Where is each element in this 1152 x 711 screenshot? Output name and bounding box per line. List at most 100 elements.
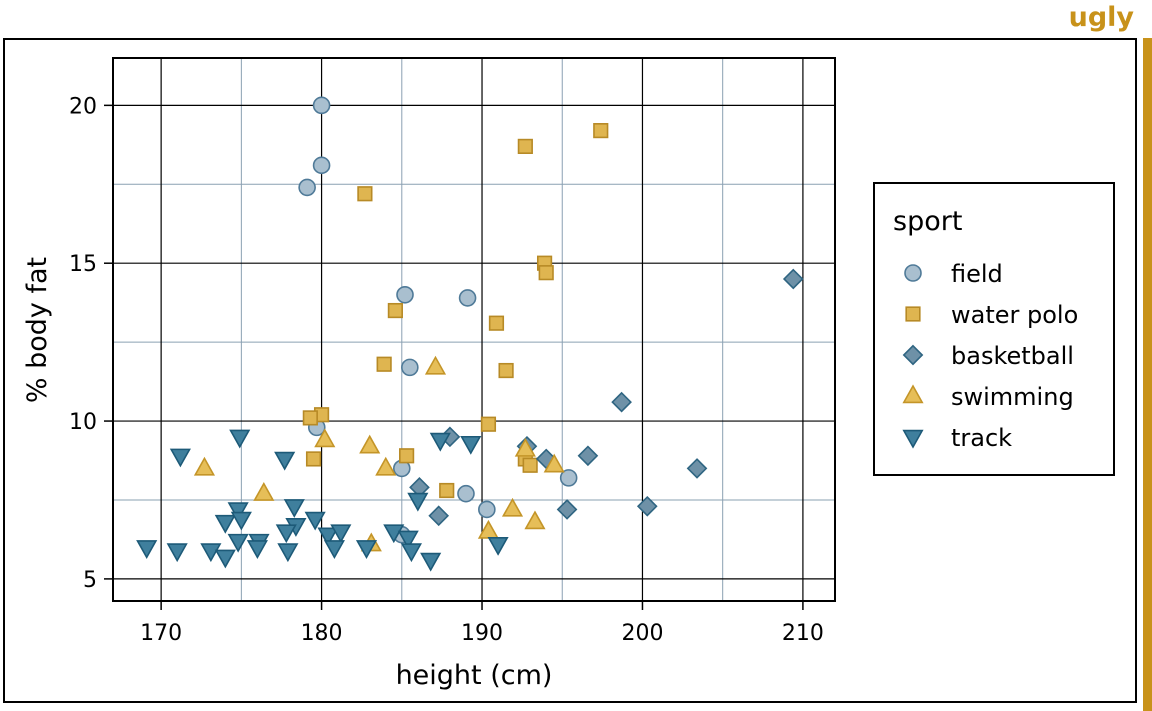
accent-bar [1143, 38, 1152, 711]
point-track [400, 543, 422, 563]
x-axis: 170 180 190 200 210 [140, 601, 824, 646]
point-track [229, 429, 251, 449]
point-field [312, 96, 331, 115]
point-basketball [611, 391, 632, 413]
point-water-polo [480, 416, 497, 432]
point-track [323, 540, 345, 559]
point-track [274, 451, 296, 471]
point-track [275, 524, 297, 544]
point-water-polo [357, 186, 373, 202]
point-track [246, 540, 268, 559]
y-tick-label: 5 [83, 568, 97, 593]
x-tick-label: 180 [301, 621, 343, 646]
point-track [136, 540, 158, 559]
point-field [298, 178, 316, 197]
point-track [214, 514, 236, 534]
y-tick-label: 20 [69, 94, 97, 119]
point-field [458, 289, 477, 307]
point-track [169, 448, 191, 468]
point-basketball [636, 495, 658, 517]
point-water-polo [593, 123, 609, 139]
point-water-polo [305, 451, 322, 467]
point-track [317, 527, 339, 547]
point-track [420, 552, 442, 572]
y-axis-label: % body fat [22, 257, 53, 403]
point-swimming [424, 355, 447, 375]
point-basketball [782, 268, 804, 290]
legend-label-water-polo: water polo [951, 301, 1078, 329]
x-axis-label: height (cm) [396, 660, 553, 691]
legend: sport field water polo basketball swimming t… [873, 182, 1115, 476]
point-track [460, 435, 482, 455]
point-water-polo [439, 482, 455, 499]
point-swimming [514, 437, 536, 457]
plot-panel [112, 57, 836, 602]
legend-marker-swimming [902, 384, 924, 404]
point-track [429, 432, 451, 452]
x-tick-label: 190 [461, 621, 503, 646]
point-field [478, 500, 496, 519]
data-points [136, 96, 804, 572]
point-field [312, 156, 331, 175]
legend-items: field water polo basketball swimming track [902, 260, 1078, 452]
legend-label-basketball: basketball [951, 342, 1074, 370]
x-tick-label: 210 [782, 621, 824, 646]
point-track [487, 536, 509, 556]
point-water-polo [517, 138, 533, 154]
grid-lines [113, 58, 835, 601]
point-field [396, 285, 414, 304]
point-track [227, 533, 249, 553]
point-track [227, 502, 249, 522]
y-tick-label: 15 [69, 252, 97, 277]
point-swimming [375, 456, 397, 476]
legend-title: sport [893, 206, 962, 237]
point-track [330, 524, 352, 544]
ugly-badge: ugly [1068, 2, 1134, 33]
point-field [401, 358, 419, 377]
y-tick-label: 10 [69, 410, 97, 435]
point-field [457, 484, 475, 503]
point-water-polo [538, 265, 554, 281]
point-track [277, 543, 299, 563]
point-water-polo [376, 356, 392, 372]
point-track [214, 549, 236, 569]
legend-label-track: track [951, 424, 1012, 452]
point-basketball [428, 505, 450, 527]
point-water-polo [498, 362, 514, 379]
point-basketball [686, 458, 708, 479]
legend-marker-basketball [902, 344, 924, 366]
point-swimming [253, 482, 275, 501]
point-swimming [359, 434, 381, 454]
point-swimming [501, 497, 524, 517]
legend-marker-track [902, 429, 924, 449]
point-basketball [577, 445, 599, 467]
point-basketball [556, 499, 578, 520]
legend-label-field: field [951, 260, 1003, 288]
point-track [304, 511, 326, 531]
legend-label-swimming: swimming [951, 383, 1074, 411]
point-track [200, 543, 222, 563]
point-water-polo [488, 315, 505, 331]
point-swimming [314, 428, 336, 448]
point-track [407, 492, 429, 512]
point-track [166, 543, 188, 563]
point-swimming [524, 510, 546, 530]
legend-marker-water-polo [905, 306, 921, 322]
point-water-polo [302, 410, 318, 426]
point-field [559, 469, 578, 487]
point-track [383, 524, 405, 544]
legend-marker-field [904, 264, 922, 282]
x-tick-label: 200 [621, 621, 663, 646]
point-water-polo [399, 448, 415, 464]
point-track [355, 540, 378, 559]
point-swimming [543, 453, 565, 473]
point-track [230, 511, 252, 531]
y-axis: 5 10 15 20 [69, 94, 113, 593]
point-track [397, 530, 419, 550]
figure-frame [3, 38, 1137, 703]
x-tick-label: 170 [140, 621, 182, 646]
point-water-polo [522, 457, 538, 473]
point-track [283, 499, 305, 518]
point-swimming [193, 456, 216, 476]
